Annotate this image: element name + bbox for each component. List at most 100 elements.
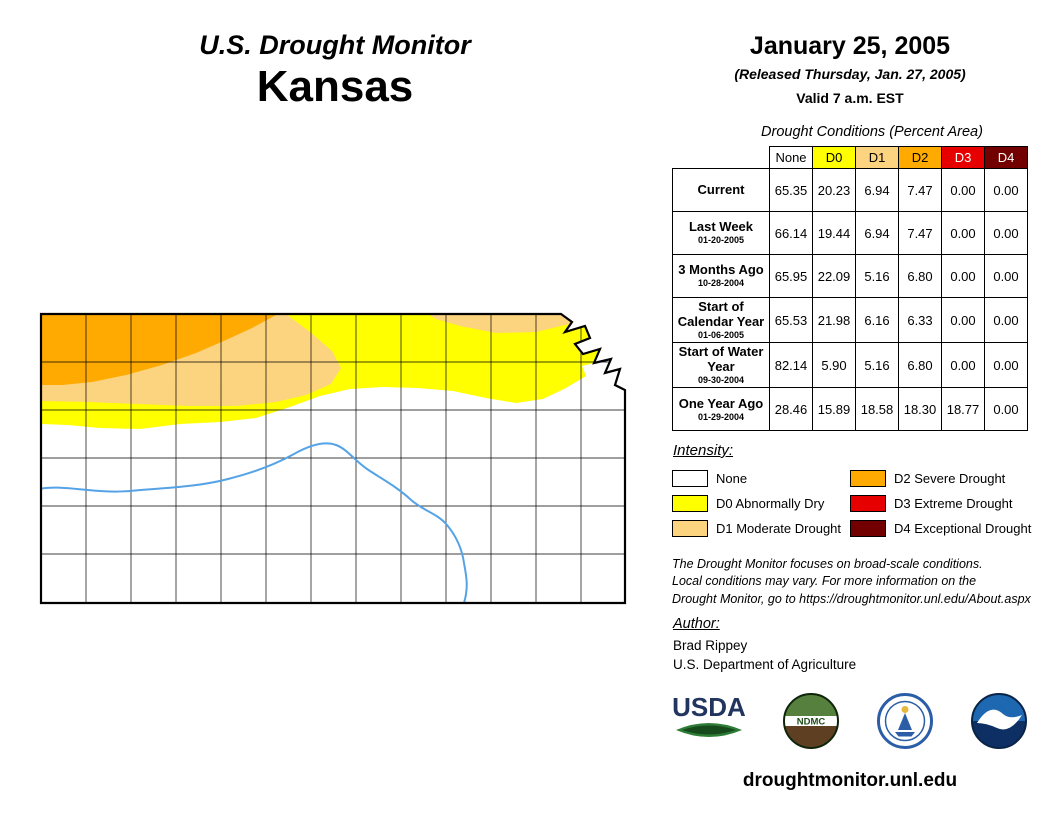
value-cell: 15.89 — [812, 387, 856, 432]
d2-region — [41, 314, 278, 385]
row-sublabel: 01-20-2005 — [697, 235, 745, 246]
value-cell: 0.00 — [941, 168, 985, 212]
col-header-d3: D3 — [941, 146, 985, 169]
legend-item-d3: D3 Extreme Drought — [850, 491, 1034, 516]
row-label: One Year Ago — [678, 395, 764, 411]
value-cell: 0.00 — [941, 254, 985, 298]
legend-item-d4: D4 Exceptional Drought — [850, 516, 1034, 541]
state-border — [39, 312, 627, 605]
value-cell: 6.33 — [898, 296, 942, 344]
d1-region-northeast — [428, 314, 578, 333]
row-sublabel: 01-29-2004 — [697, 411, 745, 422]
valid-time: Valid 7 a.m. EST — [796, 90, 904, 106]
value-cell: 65.95 — [769, 254, 813, 298]
logos-row: USDA NDMC — [672, 692, 1028, 750]
kansas-drought-map — [38, 306, 628, 616]
value-cell: 65.35 — [769, 168, 813, 212]
value-cell: 22.09 — [812, 254, 856, 298]
col-header-d0: D0 — [812, 146, 856, 169]
table-row: Last Week 01-20-2005 66.14 19.44 6.94 7.4… — [672, 211, 1028, 255]
legend-item-none: None — [672, 466, 850, 491]
row-label: Start of Calendar Year — [677, 299, 765, 329]
legend-swatch-d4 — [850, 520, 886, 537]
state-name: Kansas — [256, 62, 414, 111]
table-header-row: None D0 D1 D2 D3 D4 — [673, 146, 1028, 169]
value-cell: 6.80 — [898, 254, 942, 298]
value-cell: 0.00 — [941, 342, 985, 389]
legend-swatch-none — [672, 470, 708, 487]
value-cell: 0.00 — [984, 168, 1028, 212]
legend-swatch-d0 — [672, 495, 708, 512]
row-sublabel: 09-30-2004 — [697, 375, 745, 386]
report-title: U.S. Drought Monitor — [199, 30, 471, 60]
legend-swatch-d1 — [672, 520, 708, 537]
value-cell: 82.14 — [769, 342, 813, 389]
legend-swatch-d3 — [850, 495, 886, 512]
drought-conditions-table: None D0 D1 D2 D3 D4 Current 65.35 20.23 … — [672, 146, 1028, 432]
disclaimer-line: The Drought Monitor focuses on broad-sca… — [672, 557, 983, 571]
table-row: Start of Water Year 09-30-2004 82.14 5.90… — [672, 342, 1028, 389]
legend-label: D0 Abnormally Dry — [716, 496, 825, 511]
author-name: Brad Rippey — [673, 638, 748, 653]
disclaimer-line: Drought Monitor, go to https://droughtmo… — [672, 591, 1031, 606]
table-row: Start of Calendar Year 01-06-2005 65.53 2… — [672, 296, 1028, 344]
author-heading: Author: — [673, 616, 720, 632]
row-label: Last Week — [688, 219, 754, 235]
legend-label: None — [716, 471, 748, 486]
value-cell: 5.16 — [855, 342, 899, 389]
kansas-map-svg — [39, 312, 627, 605]
disclaimer-line: Local conditions may vary. For more info… — [672, 574, 977, 589]
row-label: 3 Months Ago — [678, 262, 764, 278]
noaa-logo — [971, 693, 1027, 749]
legend-item-d1: D1 Moderate Drought — [672, 516, 850, 541]
value-cell: 18.30 — [898, 387, 942, 432]
svg-text:USDA: USDA — [672, 692, 746, 722]
doc-seal-logo — [877, 693, 933, 749]
legend: None D2 Severe Drought D0 Abnormally Dry… — [672, 466, 1034, 541]
table-caption: Drought Conditions (Percent Area) — [761, 124, 983, 140]
col-header-d2: D2 — [898, 146, 942, 169]
site-url: droughtmonitor.unl.edu — [742, 770, 958, 791]
value-cell: 6.94 — [855, 211, 899, 255]
col-header-none: None — [769, 146, 813, 169]
row-label: Start of Water Year — [678, 344, 764, 375]
value-cell: 18.77 — [941, 387, 985, 432]
map-date: January 25, 2005 — [749, 32, 951, 60]
row-sublabel: 01-06-2005 — [697, 329, 745, 340]
row-label: Current — [697, 181, 745, 197]
table-corner-cell — [673, 147, 770, 169]
value-cell: 19.44 — [812, 211, 856, 255]
value-cell: 5.90 — [812, 342, 856, 389]
legend-label: D4 Exceptional Drought — [894, 521, 1032, 536]
value-cell: 7.47 — [898, 168, 942, 212]
value-cell: 5.16 — [855, 254, 899, 298]
table-row: Current 65.35 20.23 6.94 7.47 0.00 0.00 — [672, 168, 1028, 212]
value-cell: 66.14 — [769, 211, 813, 255]
value-cell: 6.80 — [898, 342, 942, 389]
legend-heading: Intensity: — [673, 442, 734, 459]
value-cell: 28.46 — [769, 387, 813, 432]
legend-label: D3 Extreme Drought — [894, 496, 1013, 511]
table-row: 3 Months Ago 10-28-2004 65.95 22.09 5.16 … — [672, 254, 1028, 298]
value-cell: 0.00 — [984, 387, 1028, 432]
release-date: (Released Thursday, Jan. 27, 2005) — [734, 66, 966, 82]
usda-logo: USDA — [672, 692, 746, 737]
col-header-d4: D4 — [984, 146, 1028, 169]
county-grid — [41, 314, 625, 603]
svg-text:NDMC: NDMC — [797, 717, 826, 728]
value-cell: 0.00 — [941, 296, 985, 344]
col-header-d1: D1 — [855, 146, 899, 169]
value-cell: 18.58 — [855, 387, 899, 432]
value-cell: 7.47 — [898, 211, 942, 255]
value-cell: 6.94 — [855, 168, 899, 212]
value-cell: 65.53 — [769, 296, 813, 344]
table-row: One Year Ago 01-29-2004 28.46 15.89 18.58… — [672, 387, 1028, 432]
legend-item-d0: D0 Abnormally Dry — [672, 491, 850, 516]
legend-label: D1 Moderate Drought — [716, 521, 842, 536]
value-cell: 0.00 — [984, 254, 1028, 298]
value-cell: 0.00 — [941, 211, 985, 255]
river — [41, 442, 468, 603]
ndmc-logo: NDMC — [783, 693, 839, 749]
row-sublabel: 10-28-2004 — [697, 278, 745, 289]
